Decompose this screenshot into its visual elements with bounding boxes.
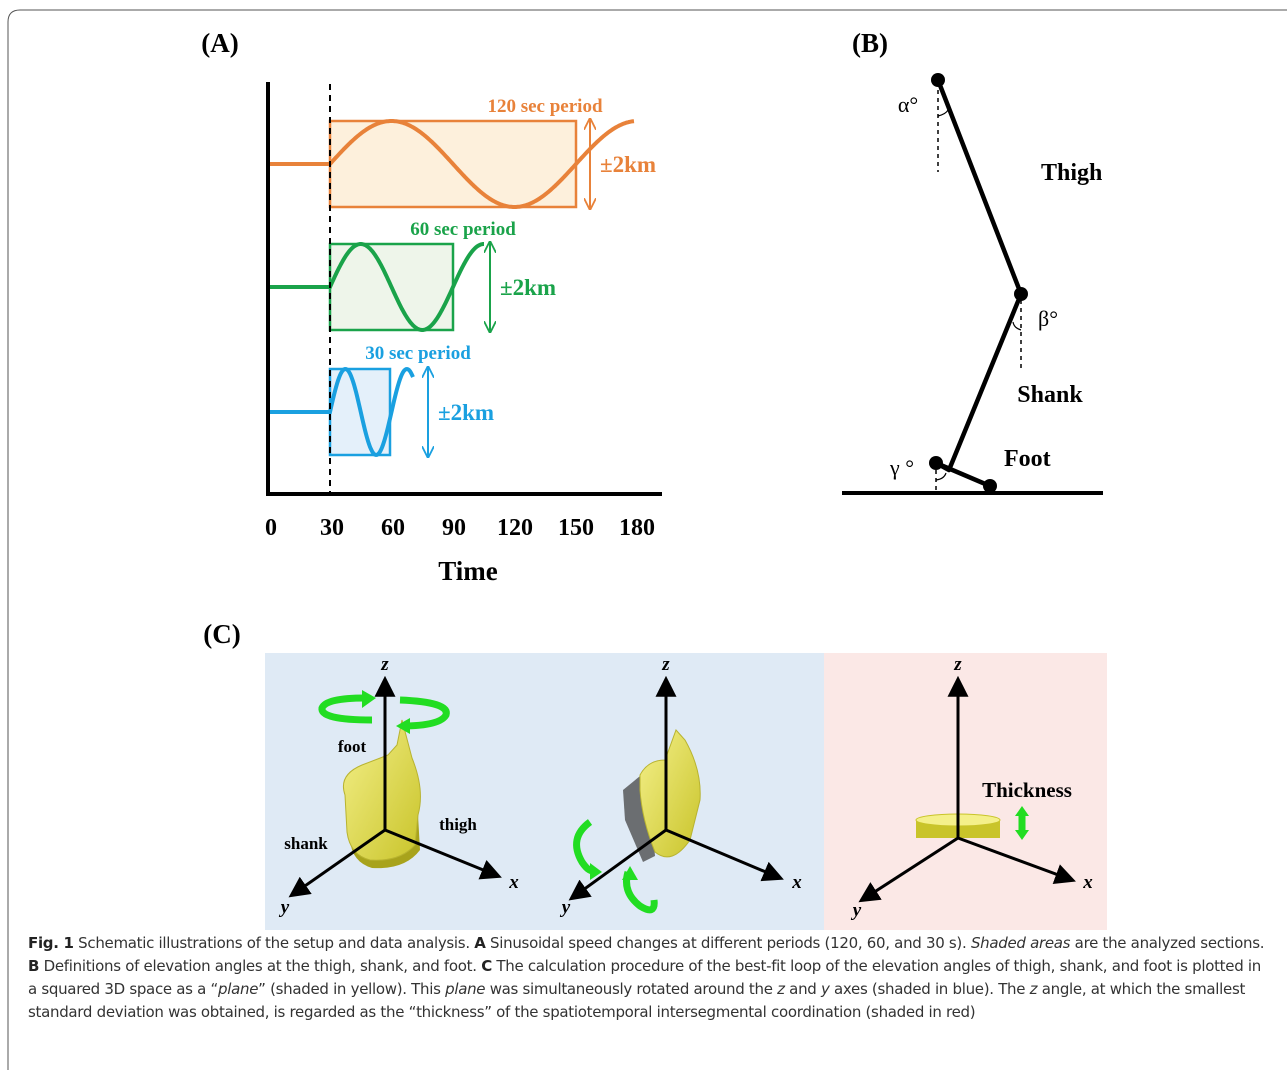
- angle-label: β°: [1038, 306, 1058, 331]
- amplitude-label: ±2km: [500, 275, 556, 300]
- period-label: 30 sec period: [365, 343, 471, 364]
- caption: Fig. 1 Schematic illustrations of the se…: [28, 932, 1268, 1024]
- x-ticks: 0 30 60 90 120 150 180: [265, 515, 655, 541]
- x-tick-label: 180: [619, 515, 655, 541]
- segment-label: thigh: [439, 815, 477, 834]
- caption-text: Sinusoidal speed changes at different pe…: [485, 934, 971, 952]
- caption-italic: y: [820, 980, 830, 998]
- axis-label: y: [560, 897, 571, 918]
- caption-text: and: [784, 980, 821, 998]
- axes-3d: [288, 675, 1076, 903]
- x-tick-label: 90: [442, 515, 466, 541]
- caption-italic: z: [1029, 980, 1038, 998]
- wave-group: ±2km 120 sec period ±2km 60 sec period ±2km 3…: [268, 96, 656, 457]
- caption-panel: C: [481, 957, 492, 975]
- amplitude-label: ±2km: [600, 152, 656, 177]
- angle-label: γ °: [889, 455, 914, 480]
- segment-label: foot: [338, 737, 367, 756]
- caption-text: ” (shaded in yellow). This: [258, 980, 446, 998]
- period-label: 120 sec period: [487, 96, 602, 117]
- segment-label: Thigh: [1041, 160, 1102, 186]
- axis-label: z: [953, 654, 962, 675]
- caption-panel: A: [474, 934, 486, 952]
- angle-label: α°: [898, 92, 918, 117]
- caption-text: The calculation procedure of the best-fi…: [28, 957, 1261, 998]
- caption-text: are the analyzed sections.: [1070, 934, 1265, 952]
- caption-text: Definitions of elevation angles at the t…: [39, 957, 482, 975]
- axis-label: x: [508, 872, 519, 893]
- axis-label: x: [1082, 872, 1093, 893]
- axis-label: x: [791, 872, 802, 893]
- vertical-refs: [935, 90, 1022, 493]
- axis-label: z: [661, 654, 670, 675]
- arrow-heads: [362, 690, 1029, 880]
- x-tick-label: 60: [381, 515, 405, 541]
- x-tick-label: 120: [497, 515, 533, 541]
- x-tick-label: 150: [558, 515, 594, 541]
- plane: [639, 729, 701, 858]
- caption-italic: plane: [445, 980, 486, 998]
- axis-label: z: [380, 654, 389, 675]
- x-tick-label: 30: [320, 515, 344, 541]
- panel-label: (A): [201, 28, 238, 58]
- speed-wave: [268, 366, 415, 458]
- segment-label: Shank: [1017, 382, 1083, 408]
- caption-text: was simultaneously rotated around the: [485, 980, 778, 998]
- axis-label: y: [851, 900, 862, 921]
- x-tick-label: 0: [265, 515, 277, 541]
- plane: [342, 719, 421, 861]
- period-label: 60 sec period: [410, 219, 516, 240]
- axis-label: y: [279, 897, 290, 918]
- panel-label: (C): [203, 619, 240, 649]
- speed-wave: [268, 242, 484, 332]
- segment-label: Foot: [1004, 446, 1051, 472]
- joints: [929, 73, 1028, 493]
- x-axis-label: Time: [438, 556, 498, 586]
- caption-text: angle, at which the smallest standard de…: [28, 980, 1246, 1021]
- leg: [933, 79, 1024, 489]
- caption-panel: B: [28, 957, 40, 975]
- speed-wave: [268, 119, 635, 209]
- caption-italic: z: [777, 980, 785, 998]
- caption-text: axes (shaded in blue). The: [829, 980, 1030, 998]
- segment-label: shank: [284, 834, 328, 853]
- thickness-label: Thickness: [982, 778, 1072, 802]
- caption-text: Schematic illustrations of the setup and…: [73, 934, 475, 952]
- amplitude-label: ±2km: [438, 400, 494, 425]
- figure-border: [7, 9, 1287, 1070]
- figure-number: Fig. 1: [28, 934, 74, 952]
- panel-label: (B): [852, 28, 888, 58]
- caption-italic: Shaded areas: [970, 934, 1071, 952]
- caption-italic: plane: [218, 980, 259, 998]
